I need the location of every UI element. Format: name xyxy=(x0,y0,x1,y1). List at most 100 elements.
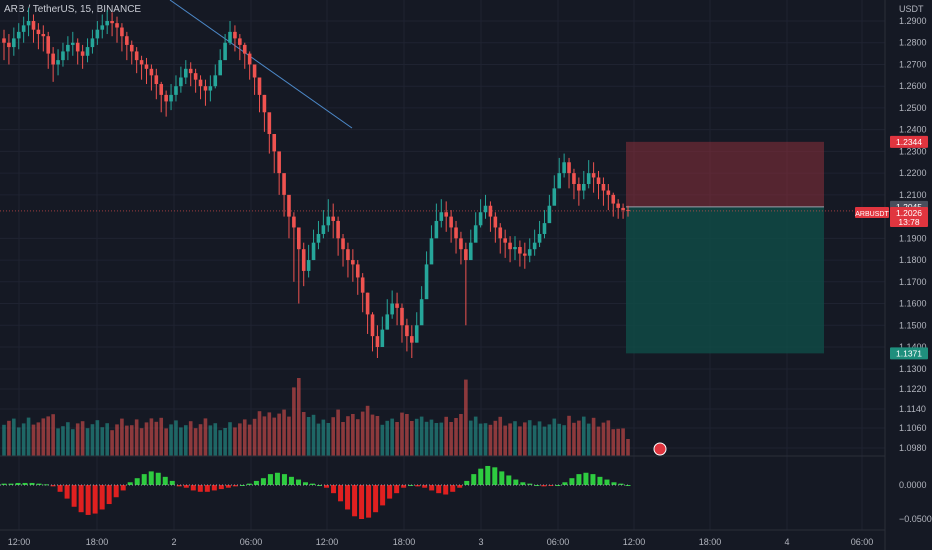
oscillator-bar xyxy=(50,485,56,487)
candle-body xyxy=(557,173,562,189)
volume-bar xyxy=(228,422,232,456)
price-tick-label: 1.1900 xyxy=(899,233,927,243)
volume-bar xyxy=(414,418,419,456)
volume-bar xyxy=(626,439,630,456)
candle-body xyxy=(267,112,272,135)
candle-body xyxy=(56,60,60,65)
volume-bar xyxy=(287,416,291,456)
volume-bar xyxy=(331,417,335,456)
time-tick-label: 12:00 xyxy=(316,537,339,547)
volume-bar xyxy=(591,417,596,456)
volume-bar xyxy=(375,416,380,456)
candle-body xyxy=(203,86,208,91)
time-tick-label: 06:00 xyxy=(547,537,570,547)
volume-bar xyxy=(419,416,424,456)
volume-bar xyxy=(336,409,340,456)
volume-bar xyxy=(311,414,316,456)
time-tick-label: 12:00 xyxy=(8,537,31,547)
time-tick-label: 12:00 xyxy=(623,537,646,547)
oscillator-bar xyxy=(267,474,273,485)
volume-bar xyxy=(218,430,222,456)
oscillator-bar xyxy=(443,485,449,495)
candle-body xyxy=(405,325,409,337)
oscillator-bar xyxy=(415,485,421,487)
candle-body xyxy=(395,303,399,308)
oscillator-bar xyxy=(366,485,372,518)
volume-bar xyxy=(488,424,493,456)
candle-body xyxy=(223,42,227,61)
candle-body xyxy=(429,238,434,265)
oscillator-bar xyxy=(352,485,358,517)
oscillator-bar xyxy=(590,474,596,485)
volume-bar xyxy=(503,425,507,456)
volume-bar xyxy=(468,420,473,456)
candle-body xyxy=(228,31,232,43)
volume-bar xyxy=(557,423,562,456)
volume-bar xyxy=(46,416,51,456)
volume-bar xyxy=(242,419,247,456)
volume-bar xyxy=(586,423,591,456)
candle-body xyxy=(577,184,581,191)
candle-body xyxy=(75,42,80,52)
oscillator-bar xyxy=(548,485,554,486)
candle-body xyxy=(110,21,114,24)
volume-bar xyxy=(12,418,16,456)
oscillator-bar xyxy=(288,476,294,485)
volume-bar xyxy=(370,414,375,456)
oscillator-bar xyxy=(148,471,154,485)
volume-bar xyxy=(321,419,326,456)
volume-bar xyxy=(606,420,611,456)
volume-bar xyxy=(493,420,498,456)
volume-bar xyxy=(2,424,6,456)
oscillator-bar xyxy=(436,485,442,494)
volume-bar xyxy=(193,428,198,456)
price-tick-label: 1.2900 xyxy=(899,16,927,26)
candle-body xyxy=(149,68,154,76)
last-price-tag-bg xyxy=(890,206,928,227)
price-tick-label: 1.1140 xyxy=(899,404,926,414)
volume-bar xyxy=(459,414,463,456)
candle-body xyxy=(532,242,537,250)
oscillator-bar xyxy=(471,474,477,485)
candle-body xyxy=(183,68,188,78)
price-tick-label: 1.2200 xyxy=(899,168,927,178)
candle-body xyxy=(12,38,16,48)
volume-bar xyxy=(527,420,532,456)
candle-body xyxy=(616,203,620,208)
oscillator-bar xyxy=(183,485,189,488)
oscillator-bar xyxy=(387,485,393,499)
price-tick-label: 1.1300 xyxy=(899,364,927,374)
candle-body xyxy=(542,223,547,234)
candle-body xyxy=(193,73,198,80)
candle-body xyxy=(527,249,532,256)
candle-body xyxy=(562,162,566,174)
price-tick-label: 1.1060 xyxy=(899,423,927,433)
oscillator-bar xyxy=(71,485,77,507)
oscillator-bar xyxy=(134,478,140,485)
trend-line-segment xyxy=(169,0,353,129)
candle-body xyxy=(419,299,424,326)
volume-bar xyxy=(262,416,267,456)
time-tick-label: 3 xyxy=(478,537,483,547)
candle-body xyxy=(2,38,6,43)
candle-body xyxy=(581,184,586,191)
volume-bar xyxy=(523,422,527,456)
oscillator-bar xyxy=(204,485,210,492)
candle-body xyxy=(449,216,453,228)
price-tick-label: 1.2300 xyxy=(899,146,927,156)
candle-body xyxy=(626,210,630,212)
volume-bar xyxy=(326,423,331,456)
candle-body xyxy=(518,247,522,254)
candle-body xyxy=(208,86,213,91)
volume-bar xyxy=(105,423,109,456)
oscillator-bar xyxy=(239,485,245,486)
volume-bar xyxy=(454,418,458,456)
oscillator-bar xyxy=(513,479,519,485)
candle-body xyxy=(483,205,488,213)
volume-bar xyxy=(61,426,65,456)
volume-bar xyxy=(292,387,296,456)
candle-body xyxy=(586,173,591,184)
volume-bar xyxy=(297,378,301,456)
candle-body xyxy=(80,51,85,56)
